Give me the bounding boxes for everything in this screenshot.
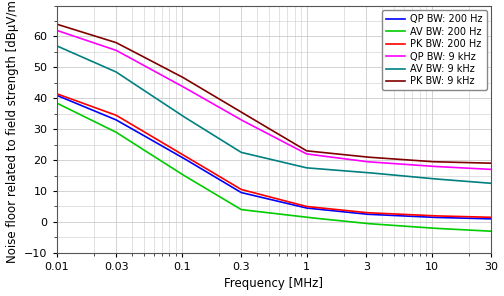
PK BW: 200 Hz: (1.14, 4.76): 200 Hz: (1.14, 4.76) — [311, 205, 317, 209]
QP BW: 200 Hz: (14.2, 1.34): 200 Hz: (14.2, 1.34) — [448, 216, 454, 220]
Line: QP BW: 200 Hz: QP BW: 200 Hz — [56, 95, 491, 219]
PK BW: 9 kHz: (1.17, 22.7): 9 kHz: (1.17, 22.7) — [312, 150, 319, 154]
AV BW: 9 kHz: (14.2, 13.5): 9 kHz: (14.2, 13.5) — [448, 178, 454, 182]
AV BW: 200 Hz: (0.0103, 38.3): 200 Hz: (0.0103, 38.3) — [55, 102, 61, 105]
PK BW: 200 Hz: (1.34, 4.46): 200 Hz: (1.34, 4.46) — [320, 206, 326, 210]
Line: AV BW: 200 Hz: AV BW: 200 Hz — [56, 103, 491, 231]
PK BW: 9 kHz: (1.34, 22.5): 9 kHz: (1.34, 22.5) — [320, 151, 326, 154]
Line: PK BW: 9 kHz: PK BW: 9 kHz — [56, 24, 491, 163]
QP BW: 9 kHz: (1.34, 21.3): 9 kHz: (1.34, 21.3) — [320, 154, 326, 158]
Line: AV BW: 9 kHz: AV BW: 9 kHz — [56, 46, 491, 183]
PK BW: 9 kHz: (0.0103, 63.9): 9 kHz: (0.0103, 63.9) — [55, 23, 61, 26]
AV BW: 9 kHz: (1.14, 17.3): 9 kHz: (1.14, 17.3) — [311, 167, 317, 170]
AV BW: 200 Hz: (0.01, 38.5): 200 Hz: (0.01, 38.5) — [53, 101, 59, 105]
Legend: QP BW: 200 Hz, AV BW: 200 Hz, PK BW: 200 Hz, QP BW: 9 kHz, AV BW: 9 kHz, PK BW: : QP BW: 200 Hz, AV BW: 200 Hz, PK BW: 200… — [382, 10, 486, 90]
AV BW: 9 kHz: (8.52, 14.3): 9 kHz: (8.52, 14.3) — [420, 176, 426, 180]
QP BW: 9 kHz: (0.01, 62): 9 kHz: (0.01, 62) — [53, 28, 59, 32]
AV BW: 9 kHz: (1.34, 17.1): 9 kHz: (1.34, 17.1) — [320, 167, 326, 171]
AV BW: 200 Hz: (1.17, 1.21): 200 Hz: (1.17, 1.21) — [312, 216, 319, 220]
QP BW: 200 Hz: (30, 1): 200 Hz: (30, 1) — [488, 217, 494, 221]
AV BW: 9 kHz: (30, 12.5): 9 kHz: (30, 12.5) — [488, 181, 494, 185]
PK BW: 200 Hz: (30, 1.5): 200 Hz: (30, 1.5) — [488, 215, 494, 219]
X-axis label: Frequency [MHz]: Frequency [MHz] — [224, 277, 324, 290]
QP BW: 200 Hz: (1.14, 4.26): 200 Hz: (1.14, 4.26) — [311, 207, 317, 210]
QP BW: 9 kHz: (1.17, 21.6): 9 kHz: (1.17, 21.6) — [312, 153, 319, 157]
AV BW: 200 Hz: (1.14, 1.26): 200 Hz: (1.14, 1.26) — [311, 216, 317, 220]
AV BW: 9 kHz: (1.17, 17.3): 9 kHz: (1.17, 17.3) — [312, 167, 319, 170]
QP BW: 200 Hz: (0.01, 41): 200 Hz: (0.01, 41) — [53, 94, 59, 97]
Line: QP BW: 9 kHz: QP BW: 9 kHz — [56, 30, 491, 169]
QP BW: 200 Hz: (1.34, 3.96): 200 Hz: (1.34, 3.96) — [320, 208, 326, 211]
QP BW: 200 Hz: (0.0103, 40.8): 200 Hz: (0.0103, 40.8) — [55, 94, 61, 98]
QP BW: 200 Hz: (8.52, 1.63): 200 Hz: (8.52, 1.63) — [420, 215, 426, 219]
AV BW: 200 Hz: (14.2, -2.32): 200 Hz: (14.2, -2.32) — [448, 227, 454, 231]
PK BW: 200 Hz: (14.2, 1.84): 200 Hz: (14.2, 1.84) — [448, 215, 454, 218]
QP BW: 9 kHz: (0.0103, 61.8): 9 kHz: (0.0103, 61.8) — [55, 29, 61, 33]
AV BW: 200 Hz: (30, -3): 200 Hz: (30, -3) — [488, 229, 494, 233]
PK BW: 200 Hz: (1.17, 4.71): 200 Hz: (1.17, 4.71) — [312, 206, 319, 209]
Line: PK BW: 200 Hz: PK BW: 200 Hz — [56, 94, 491, 217]
AV BW: 200 Hz: (8.52, -1.8): 200 Hz: (8.52, -1.8) — [420, 226, 426, 229]
PK BW: 9 kHz: (14.2, 19.3): 9 kHz: (14.2, 19.3) — [448, 160, 454, 164]
PK BW: 200 Hz: (0.0103, 41.3): 200 Hz: (0.0103, 41.3) — [55, 92, 61, 96]
QP BW: 200 Hz: (1.17, 4.21): 200 Hz: (1.17, 4.21) — [312, 207, 319, 211]
QP BW: 9 kHz: (1.14, 21.7): 9 kHz: (1.14, 21.7) — [311, 153, 317, 157]
QP BW: 9 kHz: (14.2, 17.7): 9 kHz: (14.2, 17.7) — [448, 165, 454, 169]
QP BW: 9 kHz: (8.52, 18.2): 9 kHz: (8.52, 18.2) — [420, 164, 426, 168]
PK BW: 200 Hz: (0.01, 41.5): 200 Hz: (0.01, 41.5) — [53, 92, 59, 95]
QP BW: 9 kHz: (30, 17): 9 kHz: (30, 17) — [488, 168, 494, 171]
PK BW: 9 kHz: (0.01, 64): 9 kHz: (0.01, 64) — [53, 22, 59, 26]
AV BW: 9 kHz: (0.01, 57): 9 kHz: (0.01, 57) — [53, 44, 59, 48]
PK BW: 9 kHz: (1.14, 22.8): 9 kHz: (1.14, 22.8) — [311, 150, 317, 153]
PK BW: 9 kHz: (8.52, 19.7): 9 kHz: (8.52, 19.7) — [420, 159, 426, 163]
Y-axis label: Noise floor related to field strength [dBµV/m]: Noise floor related to field strength [d… — [6, 0, 19, 263]
PK BW: 200 Hz: (8.52, 2.13): 200 Hz: (8.52, 2.13) — [420, 214, 426, 217]
PK BW: 9 kHz: (30, 19): 9 kHz: (30, 19) — [488, 161, 494, 165]
AV BW: 200 Hz: (1.34, 0.963): 200 Hz: (1.34, 0.963) — [320, 217, 326, 221]
AV BW: 9 kHz: (0.0103, 56.8): 9 kHz: (0.0103, 56.8) — [55, 45, 61, 48]
